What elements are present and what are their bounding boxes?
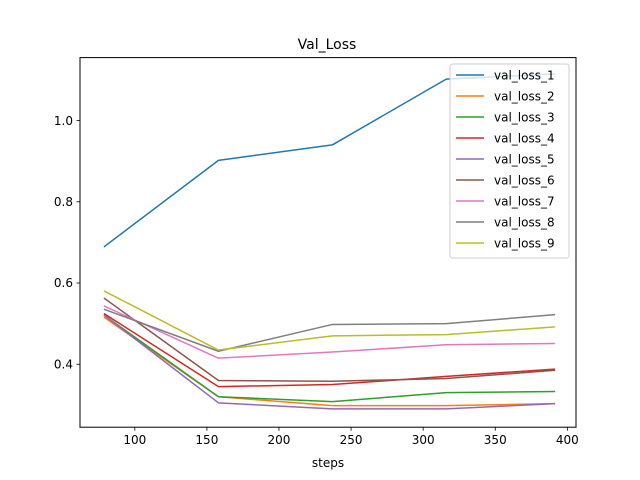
legend-label: val_loss_7: [494, 194, 555, 208]
y-ticks: 0.4 0.6 0.8 1.0: [54, 114, 80, 371]
x-tick-label: 250: [340, 433, 363, 447]
series-line-val_loss_4: [103, 312, 556, 388]
legend: val_loss_1 val_loss_2 val_loss_3 val_loss_4…: [449, 63, 570, 259]
x-tick-label: 150: [195, 433, 218, 447]
y-tick-label: 1.0: [54, 114, 73, 128]
x-axis-label: steps: [312, 456, 344, 470]
legend-label: val_loss_6: [494, 173, 555, 187]
series-line-val_loss_5: [103, 314, 556, 410]
x-tick-label: 400: [556, 433, 579, 447]
y-tick-label: 0.6: [54, 276, 73, 290]
series-line-val_loss_6: [103, 297, 556, 383]
x-tick-label: 100: [123, 433, 146, 447]
legend-label: val_loss_2: [494, 89, 555, 103]
x-ticks: 100 150 200 250 300 350 400: [123, 427, 579, 447]
series-line-val_loss_9: [103, 290, 556, 351]
y-tick-label: 0.4: [54, 357, 73, 371]
legend-label: val_loss_3: [494, 110, 555, 124]
chart-title: Val_Loss: [298, 37, 357, 53]
x-tick-label: 350: [484, 433, 507, 447]
series-line-val_loss_7: [103, 305, 556, 359]
series-line-val_loss_3: [103, 314, 556, 403]
legend-box: [449, 63, 570, 259]
legend-label: val_loss_9: [494, 236, 555, 250]
series-line-val_loss_8: [103, 308, 556, 352]
y-tick-label: 0.8: [54, 195, 73, 209]
x-tick-label: 200: [268, 433, 291, 447]
legend-label: val_loss_4: [494, 131, 555, 145]
plot-frame: [79, 57, 577, 428]
legend-label: val_loss_5: [494, 152, 555, 166]
x-tick-label: 300: [412, 433, 435, 447]
series-layer: [103, 73, 556, 410]
legend-label: val_loss_1: [494, 68, 555, 82]
legend-label: val_loss_8: [494, 215, 555, 229]
